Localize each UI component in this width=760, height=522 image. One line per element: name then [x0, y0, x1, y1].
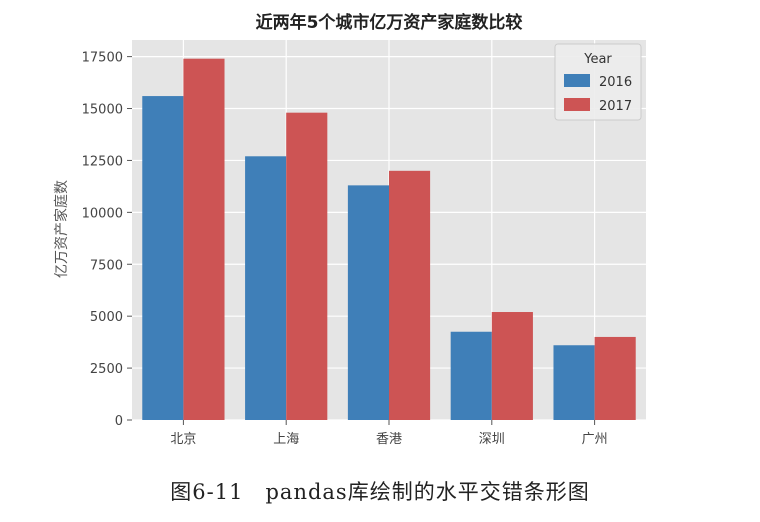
x-axis: 北京 上海 香港 深圳 广州 — [170, 420, 608, 447]
y-tick-label: 5000 — [90, 310, 123, 325]
figure-caption: 图6-11 pandas库绘制的水平交错条形图 — [170, 480, 590, 504]
bar-2017 — [389, 170, 431, 420]
bars — [142, 58, 636, 420]
legend-title: Year — [583, 52, 612, 67]
bar-2017 — [286, 112, 328, 420]
y-tick-label: 7500 — [90, 258, 123, 273]
legend-swatch — [564, 98, 590, 111]
x-tick-label: 上海 — [273, 432, 299, 447]
x-tick-label: 广州 — [582, 432, 608, 447]
legend-label: 2016 — [599, 75, 632, 90]
y-tick-label: 12500 — [82, 154, 123, 169]
bar-2017 — [491, 312, 533, 420]
y-tick-label: 15000 — [82, 103, 123, 118]
y-axis-label: 亿万资产家庭数 — [53, 180, 70, 278]
x-tick-label: 香港 — [376, 432, 402, 447]
x-tick-label: 深圳 — [479, 432, 505, 447]
legend: Year 2016 2017 — [554, 43, 642, 121]
bar-2016 — [245, 156, 287, 420]
bar-2016 — [450, 331, 492, 420]
x-tick-label: 北京 — [170, 432, 196, 447]
bar-2016 — [553, 345, 595, 420]
bar-chart: 近两年5个城市亿万资产家庭数比较 0 2500 5000 7500 10000 12500… — [53, 12, 646, 447]
bar-2016 — [347, 185, 389, 420]
y-tick-label: 2500 — [90, 362, 123, 377]
legend-label: 2017 — [599, 99, 632, 114]
y-tick-label: 10000 — [82, 206, 123, 221]
y-tick-label: 17500 — [82, 51, 123, 66]
y-axis: 0 2500 5000 7500 10000 12500 15000 17500 — [82, 51, 132, 429]
y-tick-label: 0 — [115, 414, 123, 429]
chart-title: 近两年5个城市亿万资产家庭数比较 — [256, 12, 523, 33]
bar-2017 — [183, 58, 225, 420]
bar-2017 — [594, 336, 636, 420]
legend-swatch — [564, 74, 590, 87]
bar-2016 — [142, 96, 184, 420]
